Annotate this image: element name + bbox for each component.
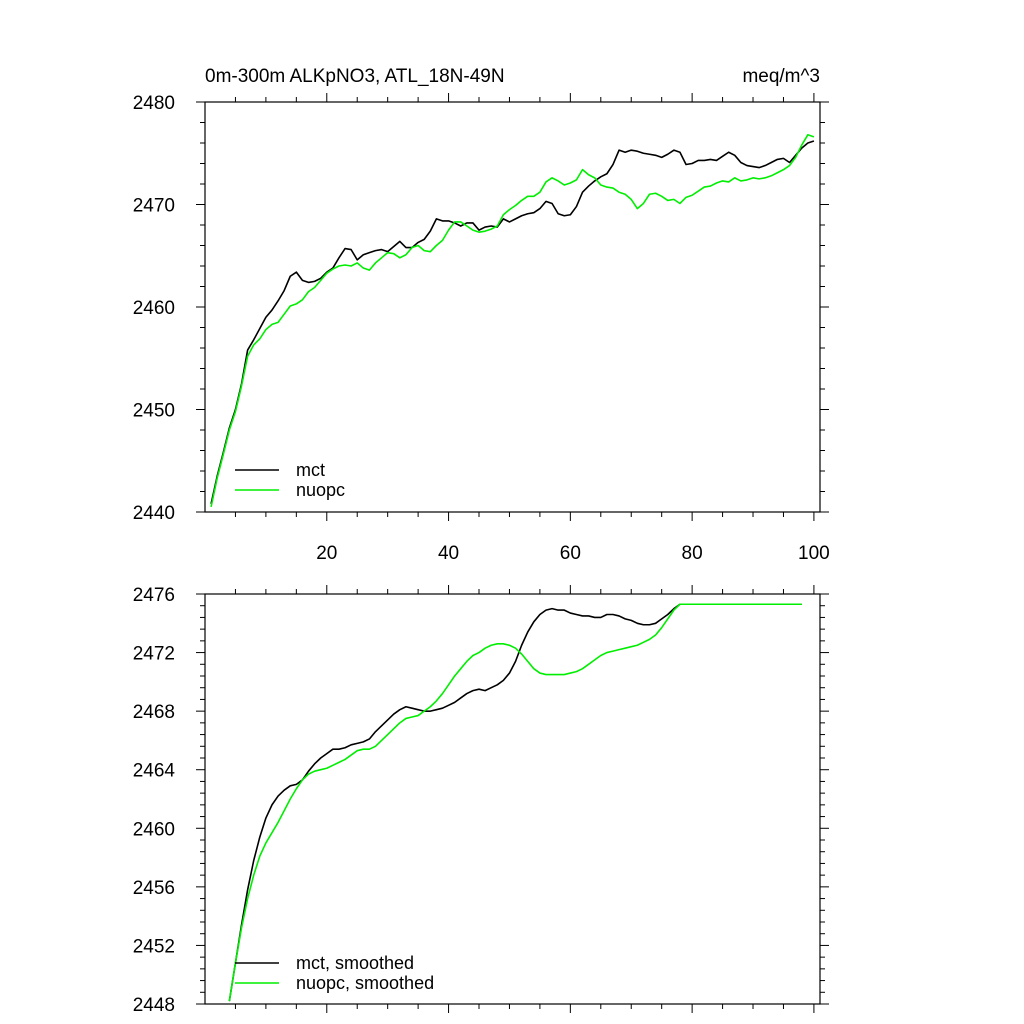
top-panel-series (210, 134, 815, 508)
y-tick-label-2460: 2460 (133, 298, 175, 319)
top-panel-title: 0m-300m ALKpNO3, ATL_18N-49N (205, 66, 505, 87)
x-tick-label-100: 100 (798, 543, 830, 564)
y-tick-label-2460: 2460 (133, 819, 175, 840)
y-tick-label-2464: 2464 (133, 761, 176, 782)
legend-label: mct, smoothed (296, 953, 414, 973)
x-tick-label-80: 80 (682, 543, 703, 564)
top-panel: 0m-300m ALKpNO3, ATL_18N-49N meq/m^3 20 4… (133, 66, 830, 564)
bottom-panel-ticks: 2448 2452 2456 2460 2464 2468 2472 2476 (133, 585, 829, 1016)
y-tick-label-2470: 2470 (133, 196, 175, 217)
x-tick-label-60: 60 (560, 543, 581, 564)
bottom-panel-series (228, 603, 802, 1002)
y-tick-label-2456: 2456 (133, 878, 175, 899)
series-line-nuopc (210, 134, 815, 508)
legend-label: mct (296, 460, 325, 480)
y-tick-label-2448: 2448 (133, 995, 175, 1016)
x-tick-label-40: 40 (438, 543, 459, 564)
y-tick-label-2440: 2440 (133, 503, 175, 524)
legend-label: nuopc, smoothed (296, 973, 434, 993)
top-panel-legend-item: nuopc (235, 480, 345, 500)
top-panel-units: meq/m^3 (742, 66, 820, 87)
bottom-panel-frame (204, 593, 821, 1005)
top-panel-ticks: 20 40 60 80 100 2440 2450 2460 2470 2480 (133, 93, 830, 564)
legend-label: nuopc (296, 480, 345, 500)
y-tick-label-2476: 2476 (133, 585, 175, 606)
y-tick-label-2450: 2450 (133, 401, 175, 422)
bottom-panel-legend-item: nuopc, smoothed (235, 973, 434, 993)
y-tick-label-2452: 2452 (133, 936, 175, 957)
y-tick-label-2472: 2472 (133, 644, 175, 665)
bottom-panel-legend-item: mct, smoothed (235, 953, 414, 973)
bottom-panel: 2448 2452 2456 2460 2464 2468 2472 2476 mct, sm… (133, 585, 829, 1016)
y-tick-label-2468: 2468 (133, 702, 175, 723)
series-line-mct (210, 140, 815, 504)
series-line-nuopc-smoothed (228, 603, 802, 1002)
top-panel-legend-item: mct (235, 460, 325, 480)
top-panel-frame (204, 101, 821, 513)
x-tick-label-20: 20 (316, 543, 337, 564)
y-tick-label-2480: 2480 (133, 93, 175, 114)
